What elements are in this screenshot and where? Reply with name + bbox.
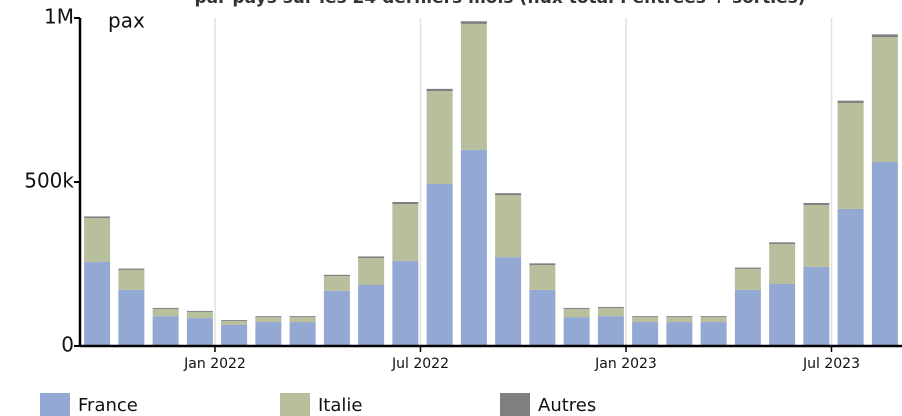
- bar-segment: [152, 308, 179, 317]
- bar-segment: [392, 261, 419, 346]
- legend-swatch: [40, 393, 70, 416]
- bar-segment: [186, 310, 213, 312]
- bar-segment: [289, 316, 316, 318]
- y-tick-label: 0: [61, 333, 74, 357]
- bar-segment: [221, 320, 248, 322]
- bar-segment: [769, 243, 796, 285]
- bar-segment: [734, 289, 761, 346]
- bar-segment: [460, 21, 487, 24]
- bar-segment: [323, 276, 350, 291]
- bar-segment: [597, 307, 624, 317]
- x-tick-label: Jul 2023: [802, 356, 860, 372]
- bar-segment: [529, 264, 556, 290]
- bar-segment: [632, 316, 659, 318]
- bar-segment: [803, 204, 830, 267]
- bar-segment: [289, 322, 316, 346]
- y-tick-label: 500k: [24, 169, 74, 193]
- bar-segment: [152, 307, 179, 309]
- bar-segment: [666, 317, 693, 323]
- bar-segment: [700, 316, 727, 318]
- bar-segment: [666, 322, 693, 346]
- bar-segment: [837, 102, 864, 209]
- legend-label: Autres: [538, 395, 596, 416]
- bar-segment: [118, 268, 145, 270]
- bar-segment: [529, 263, 556, 265]
- bar-segment: [871, 37, 898, 162]
- bar-segment: [734, 268, 761, 290]
- bar-segment: [700, 317, 727, 323]
- bar-segment: [221, 325, 248, 346]
- bar-segment: [563, 308, 590, 318]
- bar-segment: [392, 203, 419, 262]
- legend-swatch: [500, 393, 530, 416]
- chart-title: par pays sur les 24 derniers mois (flux …: [194, 0, 805, 8]
- bar-segment: [186, 311, 213, 319]
- bar-segment: [666, 316, 693, 318]
- bar-segment: [495, 195, 522, 258]
- bar-segment: [84, 218, 111, 263]
- bar-segment: [323, 274, 350, 277]
- bar-segment: [871, 34, 898, 38]
- bar-segment: [358, 258, 385, 285]
- bar-segment: [186, 318, 213, 346]
- bar-segment: [563, 307, 590, 309]
- bar-segment: [118, 269, 145, 290]
- legend-swatch: [280, 393, 310, 416]
- bar-segment: [323, 290, 350, 346]
- y-axis-label: pax: [108, 9, 145, 33]
- bar-segment: [426, 88, 453, 92]
- bar-segment: [426, 183, 453, 346]
- bar-segment: [289, 317, 316, 323]
- bar-segment: [871, 161, 898, 346]
- bar-segment: [632, 322, 659, 346]
- bar-segment: [563, 317, 590, 346]
- bar-segment: [529, 289, 556, 346]
- bar-segment: [460, 23, 487, 150]
- bar-segment: [495, 257, 522, 346]
- x-tick-label: Jul 2022: [391, 356, 449, 372]
- bar-segment: [358, 256, 385, 259]
- bar-segment: [769, 242, 796, 244]
- bar-segment: [358, 284, 385, 346]
- bar-segment: [118, 289, 145, 346]
- bar-segment: [460, 149, 487, 346]
- x-tick-label: Jan 2022: [183, 356, 246, 372]
- y-tick-label: 1M: [44, 5, 74, 29]
- bar-segment: [255, 317, 282, 323]
- x-tick-label: Jan 2023: [594, 356, 657, 372]
- bar-segment: [392, 202, 419, 204]
- bar-segment: [255, 322, 282, 346]
- bar-segment: [152, 316, 179, 346]
- bar-segment: [734, 267, 761, 269]
- bar-segment: [700, 322, 727, 346]
- bar-segment: [837, 208, 864, 346]
- bar-segment: [84, 216, 111, 219]
- bar-segment: [769, 284, 796, 346]
- bar-segment: [84, 262, 111, 346]
- legend-label: France: [78, 395, 138, 416]
- bar-segment: [495, 193, 522, 196]
- bar-segment: [803, 202, 830, 205]
- bar-segment: [255, 316, 282, 318]
- bar-segment: [803, 266, 830, 346]
- bar-segment: [426, 91, 453, 184]
- bar-segment: [837, 100, 864, 103]
- bar-segment: [221, 321, 248, 326]
- bar-segment: [597, 316, 624, 346]
- bar-segment: [597, 306, 624, 308]
- legend-label: Italie: [318, 395, 362, 416]
- bar-segment: [632, 317, 659, 323]
